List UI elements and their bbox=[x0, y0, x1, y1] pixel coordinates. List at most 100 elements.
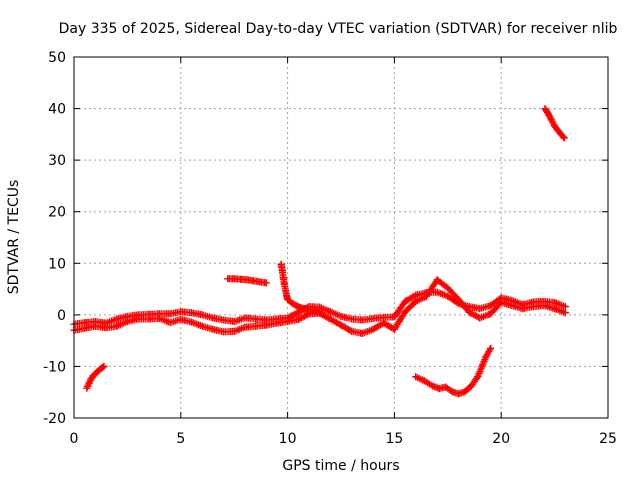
series-main-lower bbox=[70, 276, 569, 337]
y-tick-label: 30 bbox=[48, 153, 66, 169]
data-point bbox=[281, 286, 289, 294]
data-point bbox=[348, 327, 356, 335]
plot-frame bbox=[73, 56, 609, 419]
data-point bbox=[487, 302, 495, 310]
chart-title: Day 335 of 2025, Sidereal Day-to-day VTE… bbox=[59, 21, 618, 37]
data-point bbox=[301, 305, 309, 313]
data-point bbox=[198, 311, 206, 319]
data-point bbox=[433, 288, 441, 296]
data-point bbox=[113, 315, 121, 323]
data-point bbox=[326, 308, 334, 316]
data-point bbox=[540, 302, 548, 310]
x-tick-label: 25 bbox=[599, 431, 617, 447]
data-point bbox=[209, 314, 217, 322]
data-point bbox=[292, 302, 300, 310]
data-point bbox=[544, 110, 552, 118]
y-axis-label: SDTVAR / TECUs bbox=[6, 180, 22, 295]
data-point bbox=[85, 379, 93, 387]
series-early-low bbox=[83, 362, 108, 392]
data-point bbox=[435, 385, 443, 393]
data-point bbox=[166, 310, 174, 318]
data-point bbox=[369, 325, 377, 333]
data-point bbox=[220, 316, 228, 324]
x-tick-label: 5 bbox=[176, 431, 185, 447]
data-point bbox=[420, 377, 428, 385]
data-point bbox=[278, 267, 286, 275]
data-point bbox=[283, 291, 291, 299]
data-point bbox=[487, 310, 495, 318]
data-point bbox=[241, 323, 249, 331]
data-point bbox=[508, 302, 516, 310]
data-point bbox=[273, 319, 281, 327]
data-point bbox=[224, 275, 232, 283]
data-point bbox=[476, 314, 484, 322]
data-point bbox=[467, 382, 475, 390]
data-point bbox=[444, 284, 452, 292]
data-point bbox=[551, 305, 559, 313]
data-point bbox=[294, 308, 302, 316]
data-point bbox=[476, 305, 484, 313]
data-point bbox=[305, 306, 313, 314]
data-point bbox=[401, 297, 409, 305]
data-point bbox=[519, 305, 527, 313]
data-point bbox=[358, 329, 366, 337]
data-point bbox=[369, 314, 377, 322]
data-point bbox=[482, 352, 490, 360]
data-point bbox=[401, 308, 409, 316]
data-point bbox=[177, 308, 185, 316]
data-point bbox=[296, 304, 304, 312]
data-point bbox=[91, 322, 99, 330]
data-point bbox=[230, 318, 238, 326]
data-point bbox=[123, 318, 131, 326]
y-tick-label: -20 bbox=[43, 411, 66, 427]
data-point bbox=[134, 315, 142, 323]
data-point bbox=[294, 315, 302, 323]
series-arc-7h bbox=[224, 275, 270, 287]
data-point bbox=[83, 384, 91, 392]
data-point bbox=[478, 362, 486, 370]
data-point bbox=[177, 315, 185, 323]
data-point bbox=[81, 324, 89, 332]
data-point bbox=[252, 315, 260, 323]
data-point bbox=[444, 292, 452, 300]
data-point bbox=[230, 275, 238, 283]
data-point bbox=[554, 126, 562, 134]
data-point bbox=[433, 276, 441, 284]
data-point bbox=[529, 303, 537, 311]
data-point bbox=[249, 277, 257, 285]
series-main-upper bbox=[70, 288, 569, 328]
data-point bbox=[284, 295, 292, 303]
data-point bbox=[412, 373, 420, 381]
data-point bbox=[256, 278, 264, 286]
data-point bbox=[557, 130, 565, 138]
data-point bbox=[422, 292, 430, 300]
data-point bbox=[337, 312, 345, 320]
data-point bbox=[412, 297, 420, 305]
data-point bbox=[326, 315, 334, 323]
data-point bbox=[560, 134, 568, 142]
x-tick-label: 15 bbox=[385, 431, 403, 447]
series-spike-10h bbox=[277, 260, 326, 317]
data-point bbox=[465, 308, 473, 316]
data-point bbox=[380, 319, 388, 327]
grid-lines bbox=[74, 57, 608, 418]
data-point bbox=[551, 298, 559, 306]
series-high-22-23h bbox=[541, 105, 568, 142]
data-point bbox=[561, 303, 569, 311]
data-point bbox=[198, 322, 206, 330]
data-point bbox=[487, 344, 495, 352]
x-axis-label: GPS time / hours bbox=[282, 458, 399, 474]
data-point bbox=[448, 388, 456, 396]
data-point bbox=[358, 316, 366, 324]
data-point bbox=[288, 299, 296, 307]
series-dip-16-19h bbox=[412, 344, 495, 398]
data-point bbox=[187, 318, 195, 326]
data-point bbox=[230, 327, 238, 335]
data-point bbox=[241, 314, 249, 322]
data-point bbox=[348, 315, 356, 323]
data-point bbox=[541, 105, 549, 113]
data-point bbox=[100, 362, 108, 370]
data-point bbox=[551, 122, 559, 130]
